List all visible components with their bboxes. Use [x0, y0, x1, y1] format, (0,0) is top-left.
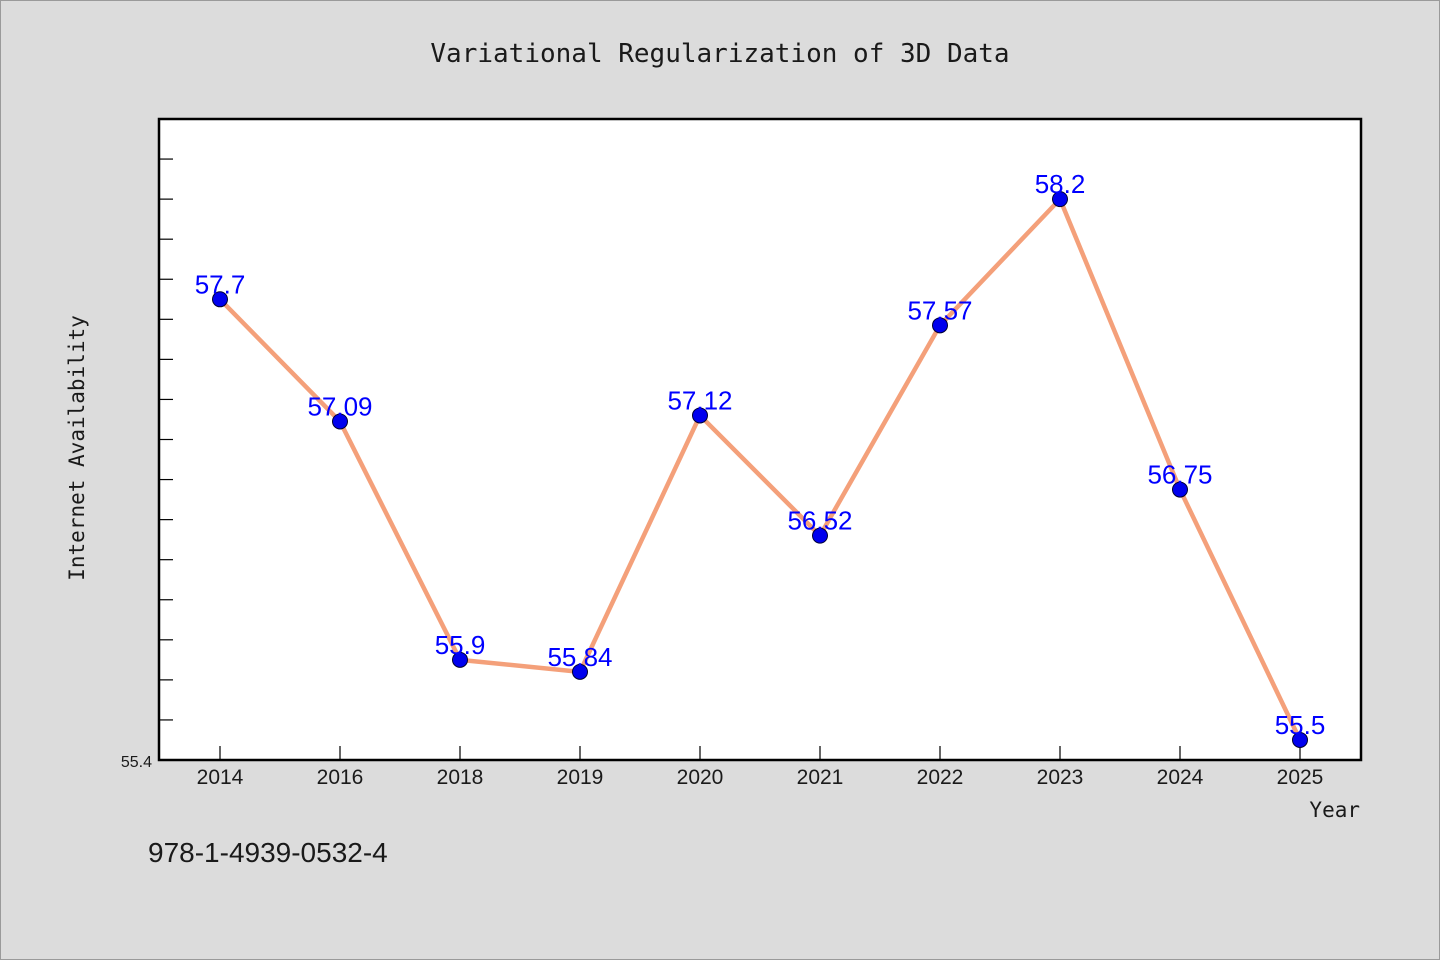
- data-point: [1292, 731, 1308, 748]
- data-label: 57.12: [667, 385, 732, 415]
- x-tick-label: 2022: [917, 766, 964, 789]
- data-point: [452, 651, 468, 668]
- plot-area: [157, 117, 1363, 762]
- x-tick-label: 2018: [437, 766, 484, 789]
- y-tick-label-min: 55.4: [121, 754, 152, 771]
- footer-isbn: 978-1-4939-0532-4: [148, 837, 388, 868]
- x-tick-label: 2016: [317, 766, 364, 789]
- data-point: [932, 317, 948, 334]
- chart-title: Variational Regularization of 3D Data: [430, 39, 1009, 69]
- x-tick-label: 2023: [1037, 766, 1084, 789]
- data-label: 55.9: [435, 630, 486, 660]
- data-label: 56.52: [787, 506, 852, 536]
- data-labels-group: 57.7 57.09 55.9 55.84 57.12 56.52 57.57 58.2 56.…: [195, 169, 1326, 740]
- data-point: [1172, 481, 1188, 498]
- x-tick-label: 2025: [1277, 766, 1324, 789]
- x-axis-ticks: 2014 2016 2018 2019 2020 2021 2022 2023 2024 2025: [197, 746, 1324, 789]
- x-tick-label: 2020: [677, 766, 724, 789]
- data-point: [1052, 191, 1068, 208]
- markers-group: [212, 191, 1308, 748]
- data-point: [572, 663, 588, 680]
- data-label: 56.75: [1147, 460, 1212, 490]
- x-tick-label: 2024: [1157, 766, 1204, 789]
- y-axis-label: Internet Availability: [65, 315, 89, 581]
- data-point: [812, 527, 828, 544]
- data-label: 57.09: [307, 391, 372, 421]
- data-point: [212, 291, 228, 308]
- x-tick-label: 2021: [797, 766, 844, 789]
- data-label: 55.84: [547, 642, 612, 672]
- data-label: 58.2: [1035, 169, 1086, 199]
- data-label: 57.57: [907, 295, 972, 325]
- data-label: 57.7: [195, 269, 246, 299]
- series-line-group: [218, 196, 1303, 741]
- y-axis-ticks: [159, 118, 173, 761]
- x-tick-label: 2014: [197, 766, 244, 789]
- x-axis-label: Year: [1309, 798, 1360, 822]
- data-point: [332, 413, 348, 430]
- series-line: [218, 196, 1303, 741]
- data-point: [692, 407, 708, 424]
- data-label: 55.5: [1275, 710, 1326, 740]
- x-tick-label: 2019: [557, 766, 604, 789]
